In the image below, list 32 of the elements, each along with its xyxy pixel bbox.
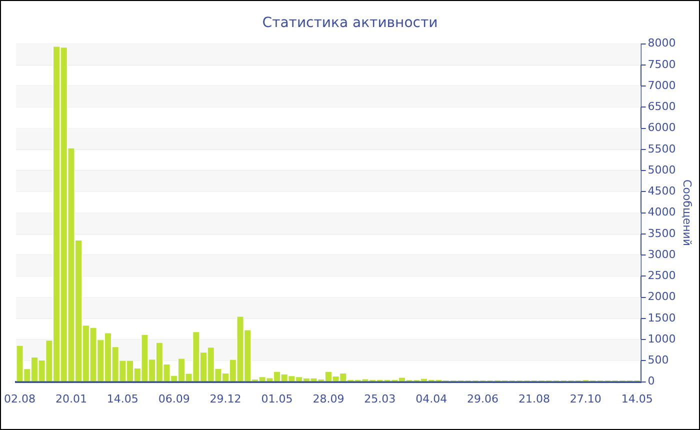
x-tick-label: 04.04 [416,392,448,406]
x-tick-label: 20.01 [55,392,87,406]
y-tick-label: 3000 [648,248,676,261]
y-tick-label: 1000 [648,332,676,346]
y-tick-label: 7500 [648,58,676,71]
y-tick-label: 2500 [648,269,676,282]
x-tick-label: 29.06 [467,392,499,406]
y-tick-label: 6500 [648,100,676,114]
chart-title: Статистика активности [262,15,438,32]
y-tick-label: 2000 [648,290,676,304]
y-tick-label: 6000 [648,121,676,134]
x-tick-label: 29.12 [210,392,242,406]
x-tick-label: 25.03 [364,392,396,406]
y-tick-label: 5500 [648,142,676,156]
y-axis-title: Сообщений [680,180,694,246]
y-tick-label: 5000 [648,163,676,176]
x-tick-label: 21.08 [518,392,550,406]
y-tick-label: 1500 [648,311,676,324]
x-tick-label: 28.09 [312,392,344,406]
y-tick-label: 4000 [648,206,676,219]
y-tick-label: 8000 [648,36,676,50]
y-tick-label: 0 [648,374,655,388]
y-tick-label: 4500 [648,184,676,198]
x-tick-label: 06.09 [158,392,190,406]
x-tick-label: 02.08 [4,392,36,406]
y-tick-label: 7000 [648,78,676,92]
y-tick-label: 500 [648,354,669,367]
x-tick-label: 01.05 [261,392,293,406]
x-tick-label: 14.05 [621,392,653,406]
y-tick-label: 3500 [648,226,676,240]
x-tick-label: 14.05 [106,392,138,406]
x-tick-label: 27.10 [570,392,602,406]
